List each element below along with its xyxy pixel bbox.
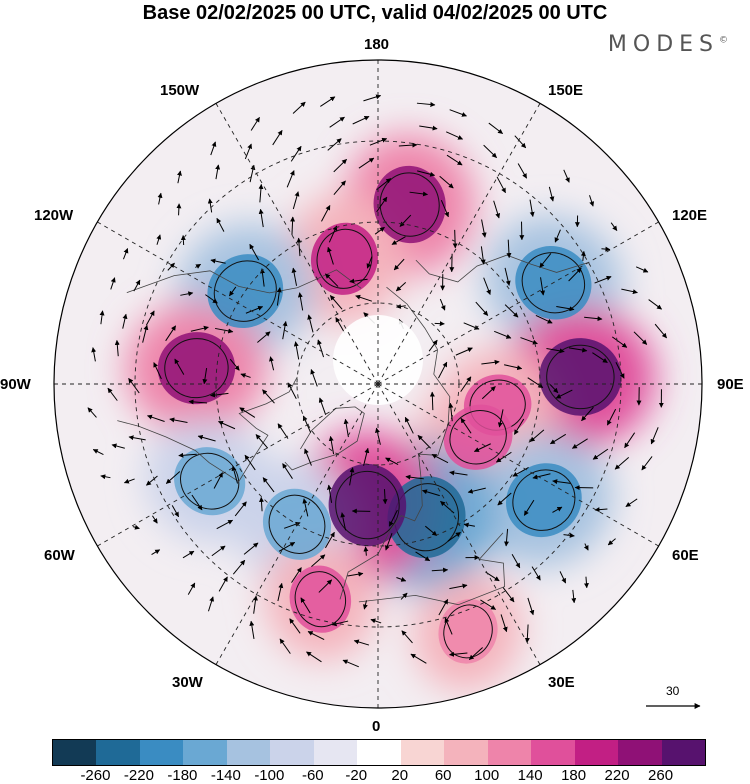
lon-label-30w: 30W <box>172 674 203 692</box>
colorbar-bin <box>618 740 661 765</box>
lon-label-150e: 150E <box>548 82 583 100</box>
colorbar <box>52 739 706 766</box>
colorbar-tick-label: -260 <box>80 767 110 784</box>
lon-label-120e: 120E <box>672 207 707 225</box>
wind-arrow <box>432 392 433 410</box>
colorbar-bin <box>488 740 531 765</box>
colorbar-tick-label: -220 <box>124 767 154 784</box>
colorbar-bin <box>96 740 139 765</box>
colorbar-bin <box>444 740 487 765</box>
wind-arrow <box>435 323 445 324</box>
colorbar-bin <box>140 740 183 765</box>
lon-label-30e: 30E <box>548 674 575 692</box>
lon-label-0: 0 <box>372 718 380 736</box>
colorbar-bin <box>662 740 705 765</box>
lon-label-60w: 60W <box>44 547 75 565</box>
colorbar-bin <box>401 740 444 765</box>
colorbar-bin <box>575 740 618 765</box>
colorbar-bin <box>53 740 96 765</box>
colorbar-bin <box>314 740 357 765</box>
lon-label-90e: 90E <box>717 376 744 394</box>
colorbar-bin <box>227 740 270 765</box>
colorbar-tick-label: -180 <box>167 767 197 784</box>
wind-arrow <box>179 204 180 215</box>
colorbar-bin <box>357 740 400 765</box>
wind-arrow <box>183 236 184 245</box>
lon-label-150w: 150W <box>160 82 199 100</box>
colorbar-tick-label: -100 <box>254 767 284 784</box>
colorbar-tick-label: 180 <box>561 767 586 784</box>
wind-arrow <box>455 230 456 248</box>
colorbar-tick-label: 220 <box>605 767 630 784</box>
lon-label-90w: 90W <box>0 376 31 394</box>
colorbar-tick-label: 60 <box>435 767 452 784</box>
lon-label-180: 180 <box>364 36 389 54</box>
map-disk <box>40 50 720 730</box>
reference-vector: 30 <box>644 684 704 714</box>
colorbar-bin <box>270 740 313 765</box>
colorbar-tick-label: 140 <box>518 767 543 784</box>
colorbar-tick-label: 20 <box>391 767 408 784</box>
lon-label-60e: 60E <box>672 547 699 565</box>
colorbar-bin <box>531 740 574 765</box>
colorbar-tick-label: -140 <box>211 767 241 784</box>
colorbar-tick-label: -60 <box>302 767 324 784</box>
colorbar-tick-label: 100 <box>474 767 499 784</box>
colorbar-tick-label: 260 <box>648 767 673 784</box>
colorbar-tick-label: -20 <box>345 767 367 784</box>
colorbar-bin <box>183 740 226 765</box>
lon-label-120w: 120W <box>34 207 73 225</box>
